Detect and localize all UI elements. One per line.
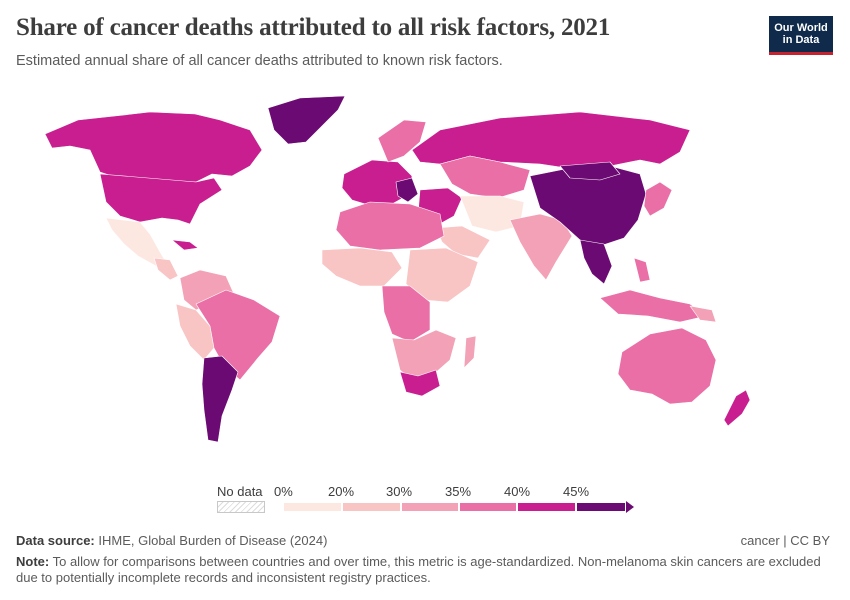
region-arabia[interactable] <box>435 225 491 259</box>
region-caribbean[interactable] <box>171 239 199 251</box>
region-balkans[interactable] <box>395 177 419 203</box>
region-central-asia[interactable] <box>439 155 531 199</box>
region-southern-cone[interactable] <box>201 355 239 443</box>
region-usa[interactable] <box>99 173 223 225</box>
region-andes[interactable] <box>175 303 215 361</box>
legend-tick-30: 30% <box>386 484 413 499</box>
region-north-africa[interactable] <box>335 201 445 251</box>
legend-bin-45-plus[interactable] <box>576 502 626 512</box>
region-japan[interactable] <box>643 181 673 217</box>
note: Note: To allow for comparisons between c… <box>16 554 836 586</box>
world-choropleth-map[interactable] <box>0 90 850 470</box>
region-new-zealand[interactable] <box>723 389 751 427</box>
region-canada[interactable] <box>44 111 263 183</box>
note-label: Note: <box>16 554 50 569</box>
note-line2: due to potentially incomplete records an… <box>16 570 431 585</box>
legend-bin-35-40[interactable] <box>459 502 517 512</box>
region-greenland[interactable] <box>267 95 346 145</box>
license-text[interactable]: cancer | CC BY <box>740 533 830 548</box>
logo-line2: in Data <box>782 34 820 46</box>
region-central-africa[interactable] <box>381 285 431 343</box>
legend-bin-20-30[interactable] <box>342 502 401 512</box>
legend-bin-40-45[interactable] <box>517 502 576 512</box>
legend-no-data-label: No data <box>217 484 263 499</box>
color-legend: No data 0% 20% 30% 35% 40% 45% <box>0 480 850 520</box>
legend-tick-45: 45% <box>563 484 590 499</box>
legend-arrow-icon <box>626 501 634 513</box>
legend-tick-35: 35% <box>445 484 472 499</box>
owid-logo[interactable]: Our World in Data <box>769 16 833 55</box>
region-central-america[interactable] <box>153 257 179 281</box>
region-australia[interactable] <box>617 327 717 405</box>
source-line: Data source: IHME, Global Burden of Dise… <box>16 533 327 548</box>
chart-subtitle: Estimated annual share of all cancer dea… <box>16 53 503 69</box>
region-west-africa[interactable] <box>321 247 403 287</box>
region-papua[interactable] <box>689 305 717 323</box>
legend-tick-40: 40% <box>504 484 531 499</box>
source-label: Data source: <box>16 533 95 548</box>
region-southeast-asia[interactable] <box>579 239 613 285</box>
region-madagascar[interactable] <box>463 335 477 369</box>
region-south-africa[interactable] <box>399 369 441 397</box>
region-india[interactable] <box>509 213 573 281</box>
note-line1: To allow for comparisons between countri… <box>52 554 821 569</box>
source-text[interactable]: IHME, Global Burden of Disease (2024) <box>98 533 328 548</box>
region-philippines[interactable] <box>633 257 651 283</box>
logo-line1: Our World <box>774 22 828 34</box>
region-western-europe[interactable] <box>341 159 413 207</box>
legend-tick-0: 0% <box>274 484 293 499</box>
region-scandinavia[interactable] <box>377 119 427 163</box>
legend-tick-20: 20% <box>328 484 355 499</box>
legend-bin-0-20[interactable] <box>283 502 342 512</box>
legend-bin-30-35[interactable] <box>401 502 459 512</box>
chart-title: Share of cancer deaths attributed to all… <box>16 14 611 41</box>
region-brazil[interactable] <box>195 289 281 381</box>
region-mongolia[interactable] <box>559 161 621 181</box>
legend-no-data-swatch[interactable] <box>217 501 265 513</box>
